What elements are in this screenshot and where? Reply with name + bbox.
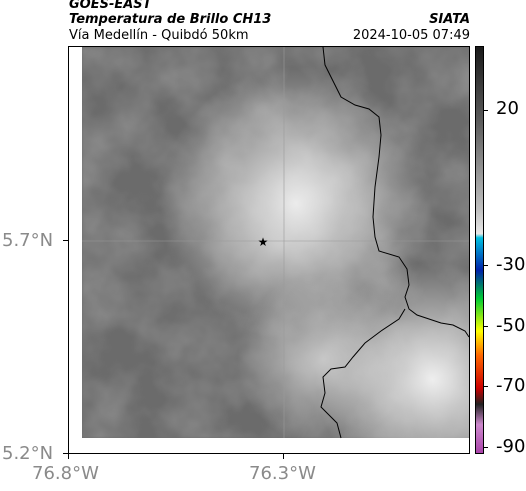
- satellite-map[interactable]: ★: [68, 46, 470, 454]
- lat-label-1: 5.7°N: [2, 230, 54, 251]
- cloud-cluster-south: [82, 47, 469, 438]
- lon-tick-1: [68, 454, 69, 459]
- colorbar-tick: [484, 386, 488, 387]
- agency-label: SIATA: [429, 12, 470, 27]
- product-title: Temperatura de Brillo CH13: [69, 12, 272, 27]
- lon-label-1: 76.8°W: [32, 463, 99, 484]
- coastline: [322, 47, 469, 338]
- colorbar-tick: [484, 110, 488, 111]
- colorbar-label: -30: [496, 254, 526, 275]
- colorbar-label: -50: [496, 315, 526, 336]
- lat-label-2: 5.2°N: [2, 443, 54, 464]
- lat-tick-1: [63, 240, 68, 241]
- lat-tick-2: [63, 453, 68, 454]
- colorbar-label: -90: [496, 436, 526, 457]
- satellite-label: GOES-EAST: [69, 0, 152, 12]
- colorbar-tick: [484, 265, 488, 266]
- colorbar-tick: [484, 326, 488, 327]
- colorbar: [475, 46, 484, 454]
- route-subtitle: Vía Medellín - Quibdó 50km: [69, 28, 249, 43]
- coastline-south: [320, 308, 406, 439]
- colorbar-label: -70: [496, 375, 526, 396]
- timestamp: 2024-10-05 07:49: [352, 28, 470, 43]
- lon-label-2: 76.3°W: [249, 463, 316, 484]
- colorbar-label: 20: [496, 98, 519, 119]
- colorbar-tick: [484, 447, 488, 448]
- map-canvas: ★: [82, 47, 469, 439]
- lon-tick-2: [283, 454, 284, 459]
- location-star-icon: ★: [258, 235, 269, 249]
